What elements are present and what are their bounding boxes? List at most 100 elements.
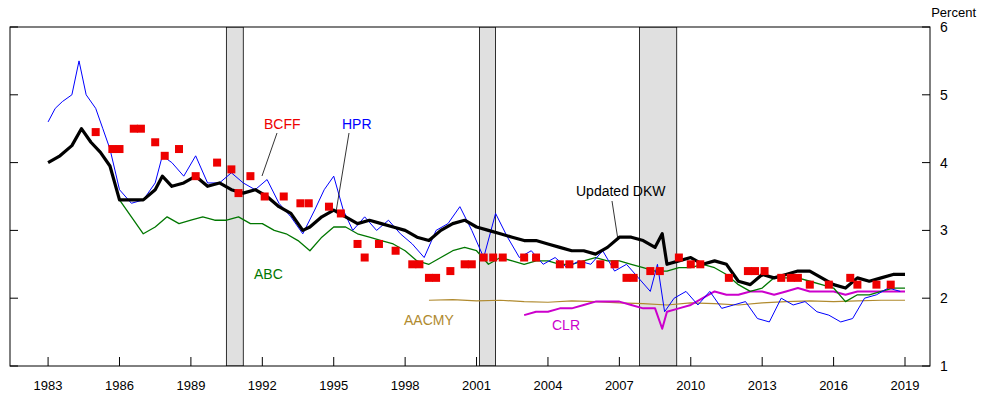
series-line [524,288,905,329]
bcff-point [213,159,221,167]
bcff-point [887,281,895,289]
x-tick [833,357,834,366]
bcff-point [280,193,288,201]
bcff-point [261,193,269,201]
x-tick-label: 2019 [891,378,920,393]
bcff-point [408,260,416,268]
recession-band [479,27,495,366]
x-tick-label: 1983 [34,378,63,393]
x-tick [476,357,477,366]
y-tick [10,298,18,299]
bcff-point [794,274,802,282]
bcff-point [108,145,116,153]
bcff-point [565,260,573,268]
series-line [120,200,906,302]
x-tick [190,357,191,366]
x-tick-label: 2001 [462,378,491,393]
x-tick [690,357,691,366]
bcff-point [687,260,695,268]
x-tick-label: 2016 [819,378,848,393]
series-line [429,300,905,305]
label-leader [612,201,618,240]
x-tick-label: 1998 [391,378,420,393]
series-line [48,61,900,322]
y-tick [922,162,930,163]
x-tick [762,357,763,366]
x-tick-label: 2010 [676,378,705,393]
bcff-point [787,274,795,282]
bcff-point [354,240,362,248]
bcff-point [806,281,814,289]
x-tick [262,357,263,366]
series-label: AACMY [404,312,454,328]
bcff-point [872,281,880,289]
y-tick [10,230,18,231]
bcff-point [577,260,585,268]
series-group [48,61,905,329]
y-tick-label: 3 [940,222,948,238]
bcff-point [161,152,169,160]
bcff-point [675,254,683,262]
bcff-point [646,267,654,275]
bcff-point [825,281,833,289]
bcff-point [556,260,564,268]
bcff-point [432,274,440,282]
bcff-point [130,125,138,133]
bcff-point [777,274,785,282]
label-leader [336,133,349,212]
bcff-point [375,240,383,248]
x-tick-label: 2004 [533,378,562,393]
y-axis-label: Percent [931,5,976,20]
x-tick-label: 1995 [319,378,348,393]
bcff-point [751,267,759,275]
x-tick [405,357,406,366]
bcff-point [325,203,333,211]
y-tick [922,366,930,367]
series-label: ABC [254,266,283,282]
y-tick [10,366,18,367]
bcff-point [92,128,100,136]
x-tick-label: 1989 [176,378,205,393]
bcff-point [192,172,200,180]
y-tick-label: 6 [940,19,948,35]
series-label: HPR [342,116,372,132]
bcff-point [611,260,619,268]
x-tick [905,357,906,366]
bcff-point [246,172,254,180]
series-label: Updated DKW [576,183,666,199]
bcff-point [235,189,243,197]
y-tick-label: 4 [940,155,948,171]
bcff-point [468,260,476,268]
label-leader [262,133,277,176]
x-tick-label: 2013 [748,378,777,393]
bcff-point [296,199,304,207]
x-tick-label: 1986 [105,378,134,393]
series-line [48,129,905,288]
bcff-point [446,267,454,275]
x-tick [48,357,49,366]
bcff-point [227,165,235,173]
bcff-point [480,254,488,262]
bcff-point [392,247,400,255]
bcff-point [761,267,769,275]
bcff-point [305,199,313,207]
bcff-point [596,260,604,268]
recession-band [226,27,243,366]
y-tick [922,27,930,28]
bcff-point [361,254,369,262]
x-tick-label: 2007 [605,378,634,393]
bcff-point [744,267,752,275]
y-tick [922,298,930,299]
x-tick [333,357,334,366]
bcff-point [623,274,631,282]
y-tick-label: 1 [940,358,948,374]
bcff-point [696,260,704,268]
x-tick [119,357,120,366]
recessions [226,27,676,366]
bcff-point [489,254,497,262]
x-tick [619,357,620,366]
bcff-point [532,254,540,262]
plot-frame [10,27,930,366]
series-label: CLR [552,317,580,333]
bcff-point [656,267,664,275]
